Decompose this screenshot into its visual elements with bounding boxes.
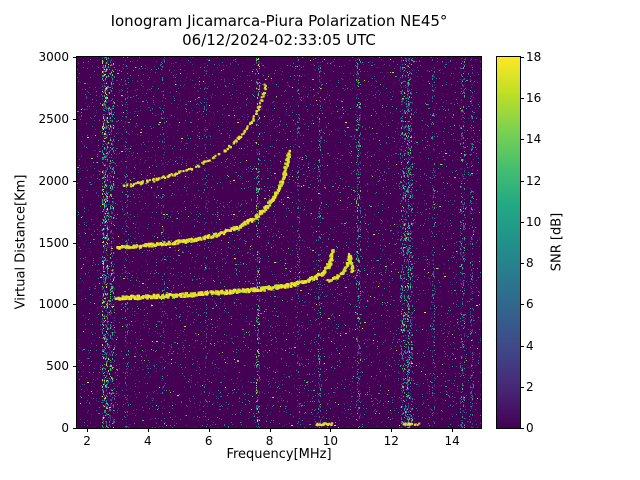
x-tick-mark [208, 428, 210, 432]
x-axis-label: Frequency[MHz] [226, 447, 332, 462]
y-tick-mark [73, 180, 77, 182]
colorbar-tick-mark [520, 57, 524, 58]
y-tick-mark [73, 242, 77, 244]
y-tick-label: 1500 [38, 235, 69, 250]
x-tick-mark [330, 428, 332, 432]
x-tick-mark [269, 428, 271, 432]
y-tick-mark [73, 428, 77, 429]
y-tick-label: 500 [46, 359, 69, 374]
x-tick-mark [87, 428, 89, 432]
colorbar-tick-label: 18 [526, 50, 542, 64]
colorbar-label: SNR [dB] [549, 212, 565, 272]
x-tick-label: 10 [322, 434, 339, 448]
x-tick-label: 12 [383, 434, 399, 448]
y-tick-label: 0 [61, 421, 69, 435]
plot-area [76, 56, 482, 429]
colorbar-tick-mark [520, 345, 524, 347]
x-tick-mark [391, 428, 393, 432]
colorbar-gradient [497, 57, 520, 428]
colorbar-tick-label: 16 [526, 91, 542, 106]
ionogram-heatmap-canvas [77, 57, 481, 428]
x-tick-label: 4 [144, 434, 152, 448]
y-tick-label: 2500 [38, 111, 69, 126]
x-tick-label: 6 [204, 434, 213, 448]
y-axis-label: Virtual Distance[Km] [13, 174, 29, 310]
y-tick-mark [73, 366, 77, 368]
colorbar-tick-label: 2 [526, 379, 534, 394]
colorbar-tick-mark [520, 139, 524, 141]
colorbar-tick-mark [520, 180, 524, 182]
x-tick-label: 2 [83, 434, 91, 448]
colorbar-tick-label: 6 [526, 297, 534, 312]
y-tick-mark [73, 304, 77, 306]
colorbar [496, 56, 521, 429]
colorbar-tick-label: 4 [526, 338, 534, 353]
x-tick-mark [452, 428, 454, 432]
colorbar-tick-label: 0 [526, 421, 534, 435]
colorbar-tick-label: 10 [526, 214, 542, 229]
colorbar-tick-mark [520, 221, 524, 223]
y-tick-mark [73, 57, 77, 58]
y-tick-label: 1000 [38, 297, 69, 312]
colorbar-tick-label: 12 [526, 173, 542, 188]
x-tick-mark [147, 428, 149, 432]
colorbar-tick-mark [520, 386, 524, 388]
colorbar-tick-label: 14 [526, 132, 542, 147]
y-tick-label: 2000 [38, 173, 69, 188]
colorbar-tick-mark [520, 428, 524, 429]
y-tick-mark [73, 118, 77, 120]
chart-title: Ionogram Jicamarca-Piura Polarization NE… [110, 12, 448, 30]
colorbar-tick-mark [520, 98, 524, 100]
x-tick-label: 14 [444, 434, 460, 448]
y-tick-label: 3000 [38, 50, 69, 64]
chart-subtitle: 06/12/2024-02:33:05 UTC [182, 31, 376, 49]
colorbar-tick-mark [520, 304, 524, 306]
colorbar-tick-label: 8 [526, 256, 534, 271]
colorbar-tick-mark [520, 263, 524, 265]
x-tick-label: 8 [265, 434, 274, 448]
